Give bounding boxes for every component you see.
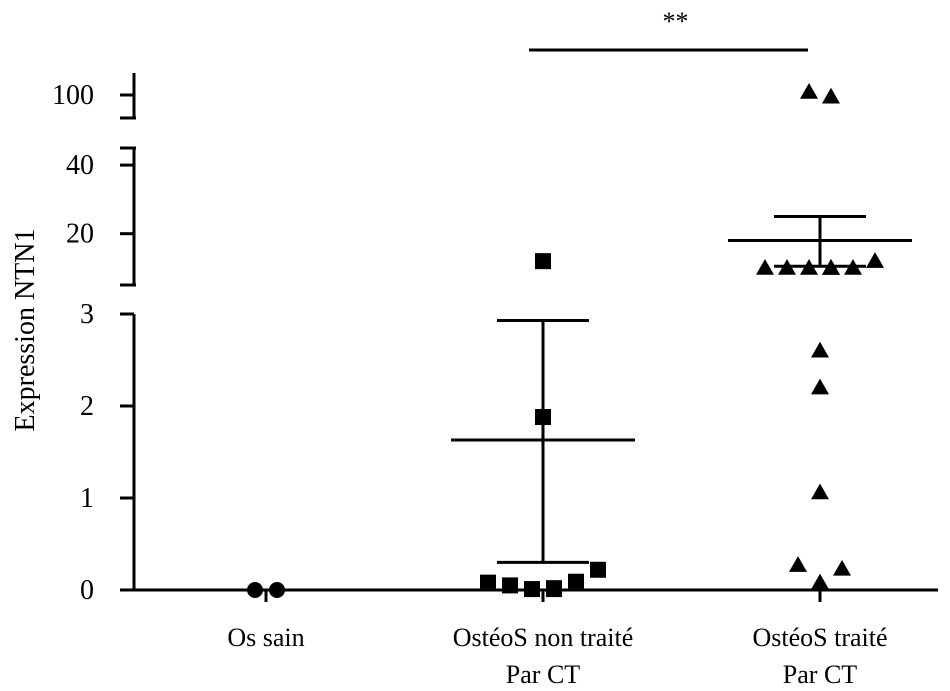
data-point-triangle: [800, 83, 818, 99]
y-tick-label: 3: [80, 299, 94, 330]
data-point-triangle: [811, 378, 829, 395]
data-point-triangle: [789, 556, 807, 572]
y-tick-label: 100: [52, 80, 94, 111]
data-point-triangle: [811, 573, 829, 590]
y-axis-label: Expression NTN1: [10, 229, 41, 432]
data-point-square: [546, 581, 562, 598]
data-point-square: [568, 573, 584, 590]
x-label-osteos-non-traite: OstéoS non traité: [453, 623, 634, 652]
y-tick-label: 20: [66, 219, 94, 250]
data-point-triangle: [833, 559, 851, 576]
significance-annotation: **: [529, 7, 808, 52]
y-tick-labels: 0 1 2 3 20 40 100: [52, 80, 94, 606]
data-point-circle: [269, 582, 285, 598]
data-point-circle: [247, 582, 263, 598]
summary-bars: [451, 215, 912, 564]
x-axis-labels: Os sain OstéoS non traité Par CT OstéoS …: [227, 623, 887, 689]
data-point-square: [535, 253, 551, 270]
data-point-triangle: [811, 341, 829, 358]
data-point-triangle: [822, 87, 840, 104]
significance-label: **: [663, 7, 689, 36]
data-point-square: [535, 409, 551, 426]
data-point-triangle: [778, 259, 796, 275]
y-tick-label: 0: [80, 575, 94, 606]
data-point-triangle: [844, 259, 862, 275]
data-point-triangle: [756, 259, 774, 275]
data-point-triangle: [822, 259, 840, 275]
x-label-osteos-non-traite-line2: Par CT: [506, 660, 581, 689]
data-point-square: [524, 581, 540, 598]
data-point-triangle: [866, 252, 884, 268]
x-label-os-sain: Os sain: [227, 623, 304, 652]
data-point-square: [480, 574, 496, 591]
y-tick-label: 40: [66, 150, 94, 181]
y-tick-label: 2: [80, 391, 94, 422]
data-points: [247, 83, 884, 598]
x-label-osteos-traite-line2: Par CT: [783, 660, 858, 689]
data-point-triangle: [800, 259, 818, 275]
x-label-osteos-traite: OstéoS traité: [752, 623, 887, 652]
data-point-triangle: [811, 483, 829, 500]
y-tick-label: 1: [80, 483, 94, 514]
data-point-square: [590, 561, 606, 578]
axes: [120, 73, 938, 602]
data-point-square: [502, 577, 518, 594]
